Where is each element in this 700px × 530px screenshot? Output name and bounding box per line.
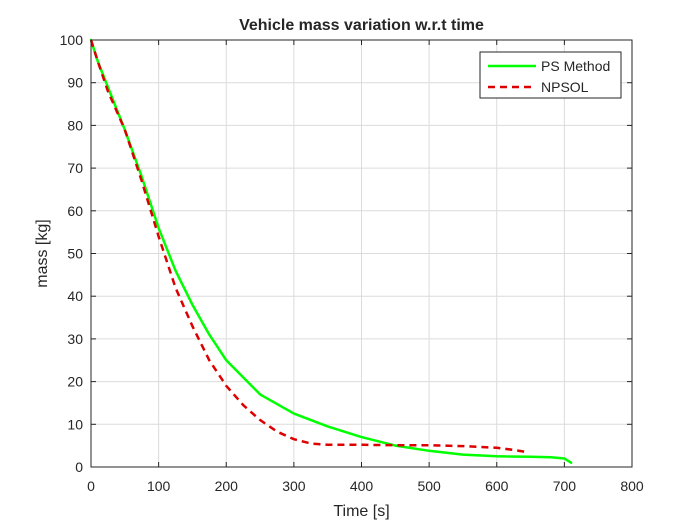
ticks: 0 100 200 300 400 500 600 700 800 0 10 20 30 40 50 60 70…: [60, 32, 644, 494]
grid: [90, 39, 633, 468]
y-tick-label: 60: [67, 203, 83, 219]
x-tick-label: 100: [147, 478, 171, 494]
x-tick-label: 600: [485, 478, 509, 494]
y-tick-label: 30: [67, 331, 83, 347]
legend-label-npsol: NPSOL: [541, 79, 589, 95]
x-tick-label: 200: [215, 478, 239, 494]
y-tick-label: 70: [67, 160, 83, 176]
y-tick-label: 90: [67, 75, 83, 91]
x-tick-label: 0: [87, 478, 95, 494]
legend-box: [479, 51, 622, 99]
y-tick-label: 0: [75, 459, 83, 475]
x-tick-label: 700: [553, 478, 577, 494]
x-tick-label: 800: [620, 478, 644, 494]
x-axis-label: Time [s]: [333, 503, 389, 520]
x-tick-label: 300: [282, 478, 306, 494]
y-tick-label: 80: [67, 117, 83, 133]
y-tick-label: 50: [67, 246, 83, 262]
legend: PS Method NPSOL: [479, 51, 622, 99]
legend-label-ps-method: PS Method: [541, 58, 610, 74]
y-tick-label: 20: [67, 374, 83, 390]
y-tick-label: 10: [67, 416, 83, 432]
y-tick-label: 40: [67, 288, 83, 304]
series-lines: [89, 38, 573, 464]
x-tick-label: 400: [350, 478, 374, 494]
series-line-npsol: [89, 39, 528, 454]
y-tick-label: 100: [60, 32, 84, 48]
y-axis-label: mass [kg]: [34, 219, 51, 287]
chart-title: Vehicle mass variation w.r.t time: [239, 17, 484, 34]
x-tick-label: 500: [417, 478, 441, 494]
